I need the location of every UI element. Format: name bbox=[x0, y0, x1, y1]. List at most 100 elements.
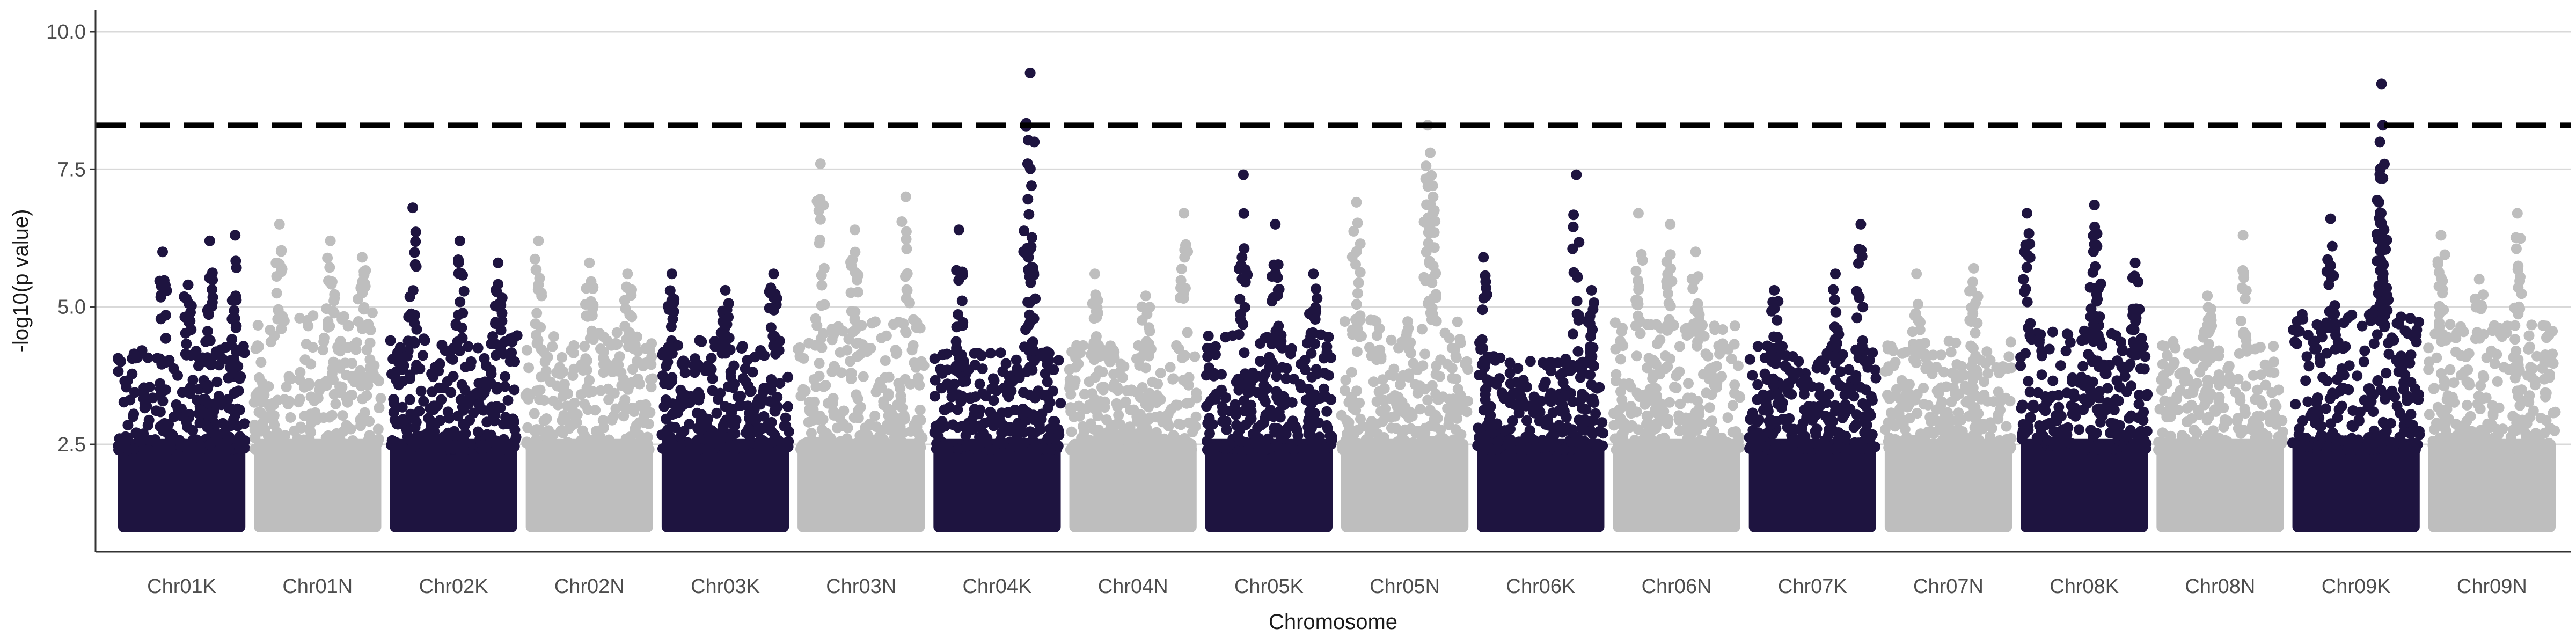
point bbox=[2349, 440, 2360, 451]
point bbox=[1285, 348, 1296, 360]
point bbox=[901, 243, 912, 254]
point bbox=[2383, 338, 2394, 349]
point bbox=[1572, 271, 1583, 282]
point bbox=[914, 404, 926, 415]
point bbox=[548, 429, 559, 441]
point bbox=[930, 391, 940, 402]
point bbox=[880, 355, 891, 366]
point bbox=[531, 330, 542, 341]
point bbox=[974, 378, 985, 390]
point bbox=[1108, 369, 1119, 380]
point bbox=[250, 433, 261, 444]
x-tick-label-Chr04K: Chr04K bbox=[962, 575, 1031, 598]
point bbox=[358, 304, 369, 315]
point bbox=[1913, 316, 1924, 327]
point bbox=[2465, 411, 2476, 422]
x-tick-label-Chr07N: Chr07N bbox=[1913, 575, 1984, 598]
point bbox=[160, 310, 171, 321]
point bbox=[1419, 384, 1430, 395]
point bbox=[2539, 357, 2550, 368]
point bbox=[232, 361, 244, 372]
series-Chr03N bbox=[793, 158, 930, 532]
point bbox=[598, 347, 609, 358]
point bbox=[1144, 302, 1155, 313]
point bbox=[2024, 252, 2036, 263]
point bbox=[1125, 404, 1136, 415]
point bbox=[899, 413, 910, 425]
point bbox=[2487, 325, 2498, 336]
point bbox=[2189, 353, 2200, 364]
point bbox=[1385, 393, 1396, 404]
point bbox=[769, 405, 780, 416]
point bbox=[1729, 339, 1740, 350]
point bbox=[409, 338, 420, 349]
point bbox=[1942, 407, 1953, 418]
point bbox=[1246, 406, 1257, 417]
point bbox=[2501, 327, 2512, 338]
point bbox=[1648, 355, 1658, 365]
point bbox=[324, 262, 335, 273]
point bbox=[2021, 262, 2032, 273]
point bbox=[539, 356, 551, 368]
point bbox=[2343, 312, 2354, 323]
point bbox=[1688, 440, 1700, 451]
point bbox=[1848, 422, 1860, 433]
point bbox=[1963, 411, 1974, 422]
point bbox=[1442, 403, 1453, 414]
point bbox=[2134, 304, 2145, 315]
x-tick-label-Chr08K: Chr08K bbox=[2050, 575, 2119, 598]
y-axis-title: -log10(p value) bbox=[9, 209, 33, 353]
point bbox=[1255, 356, 1266, 367]
point bbox=[1768, 373, 1779, 384]
point bbox=[1180, 350, 1191, 361]
point bbox=[2442, 390, 2454, 401]
point bbox=[2067, 408, 2078, 420]
point bbox=[257, 382, 268, 393]
point bbox=[1637, 255, 1648, 266]
point bbox=[1927, 368, 1938, 379]
point bbox=[1183, 417, 1195, 428]
point bbox=[1430, 369, 1441, 380]
point bbox=[1257, 438, 1269, 450]
point bbox=[820, 380, 831, 391]
point bbox=[445, 387, 457, 398]
point bbox=[1157, 416, 1168, 428]
point bbox=[1912, 408, 1923, 419]
point bbox=[1764, 390, 1775, 401]
point bbox=[356, 380, 367, 392]
point bbox=[318, 336, 330, 347]
point bbox=[2266, 387, 2278, 398]
point bbox=[2510, 425, 2521, 436]
point bbox=[1912, 298, 1923, 310]
point bbox=[328, 374, 339, 385]
point bbox=[410, 226, 421, 238]
point bbox=[569, 398, 580, 408]
series-Chr09K bbox=[2287, 78, 2425, 532]
point bbox=[490, 284, 501, 296]
point bbox=[1426, 276, 1437, 287]
point bbox=[763, 442, 774, 453]
point bbox=[1633, 281, 1644, 292]
point bbox=[1457, 400, 1468, 411]
point bbox=[899, 374, 911, 385]
point bbox=[2111, 375, 2123, 386]
point bbox=[523, 362, 535, 374]
point bbox=[330, 398, 341, 409]
point bbox=[2365, 386, 2376, 397]
point bbox=[115, 356, 126, 367]
point bbox=[1234, 294, 1246, 305]
point bbox=[2516, 384, 2527, 396]
point bbox=[1421, 160, 1432, 172]
point bbox=[783, 426, 794, 437]
point bbox=[1201, 401, 1212, 412]
point bbox=[988, 395, 999, 406]
point bbox=[2335, 370, 2346, 382]
point bbox=[1243, 444, 1254, 455]
point bbox=[876, 443, 887, 455]
point bbox=[1312, 292, 1323, 304]
point bbox=[2432, 401, 2443, 413]
point bbox=[255, 357, 267, 368]
point bbox=[1350, 405, 1362, 416]
point bbox=[486, 368, 497, 379]
point bbox=[1614, 404, 1625, 415]
